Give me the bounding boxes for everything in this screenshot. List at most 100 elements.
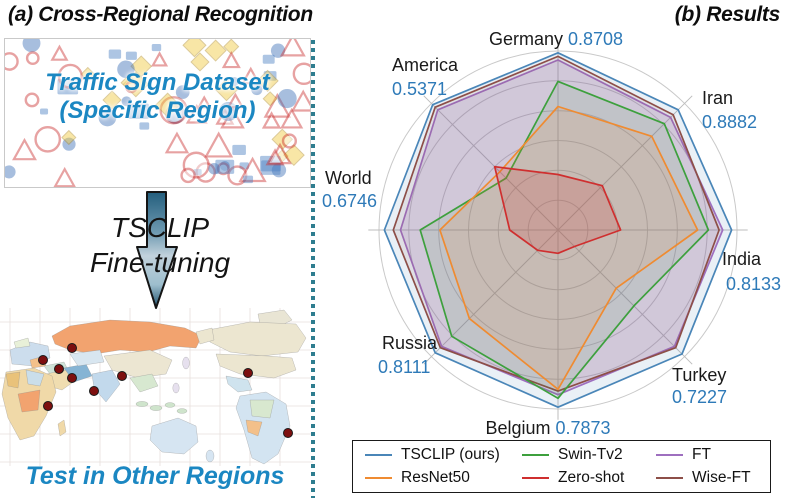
traffic-sign-glyph [62,137,76,151]
traffic-sign-glyph [5,52,19,71]
dataset-caption-line2: (Specific Region) [59,97,256,125]
traffic-sign-glyph [256,69,279,92]
traffic-sign-glyph [102,90,122,110]
arrow-label-line1: TSCLIP [110,212,210,243]
traffic-sign-glyph [193,168,202,176]
arrow-label: TSCLIP Fine-tuning [40,210,280,280]
traffic-sign-glyph [125,80,138,94]
traffic-sign-glyph [24,92,40,108]
traffic-sign-glyph [22,39,41,53]
traffic-sign-collage: Traffic Sign Dataset (Specific Region) [4,38,311,188]
radar-series-tsclip-ours- [383,51,733,409]
traffic-sign-glyph [219,160,230,171]
traffic-sign-glyph [196,95,212,109]
axis-label-germany: Germany 0.8708 [489,29,623,49]
traffic-sign-glyph [121,96,132,107]
traffic-sign-glyph [260,155,281,172]
legend-item-zero-shot: Zero-shot [522,469,656,487]
traffic-sign-glyph [218,102,238,121]
traffic-sign-glyph [120,74,138,92]
traffic-sign-glyph [34,125,62,153]
traffic-sign-glyph [25,51,40,66]
traffic-sign-glyph [195,162,216,183]
axis-value-world: 0.6746 [322,191,377,211]
legend-label: ResNet50 [401,468,470,486]
axis-label-world: World [325,168,372,188]
traffic-sign-glyph [117,60,135,78]
dataset-caption: Traffic Sign Dataset (Specific Region) [5,69,310,126]
legend-label: Swin-Tv2 [558,446,623,464]
traffic-sign-glyph [262,91,278,107]
traffic-sign-glyph [270,43,286,58]
panel-a-title: (a) Cross-Regional Recognition [8,3,313,26]
traffic-sign-glyph [12,137,37,161]
traffic-sign-glyph [155,92,181,118]
axis-value-turkey: 0.7227 [672,387,727,407]
traffic-sign-glyph [128,103,149,119]
fine-tuning-arrow [120,185,240,315]
traffic-sign-glyph [268,142,292,165]
traffic-sign-glyph [279,39,306,57]
radar-axis-spoke [557,95,693,231]
traffic-sign-collage-art [5,39,310,187]
traffic-sign-glyph [164,131,190,154]
panel-divider [311,40,315,498]
map-continents [1,309,307,465]
traffic-sign-glyph [165,103,186,124]
panel-b-title: (b) Results [674,3,781,26]
traffic-sign-glyph [227,165,248,186]
radar-axis-spoke [423,229,559,365]
traffic-sign-glyph [108,49,122,59]
traffic-sign-glyph [50,44,69,61]
radar-series-wise-ft [392,55,720,392]
traffic-sign-glyph [80,66,96,82]
radar-series-swin-tv2 [419,80,710,400]
traffic-sign-glyph [251,83,263,96]
traffic-sign-glyph [239,162,249,170]
chart-legend: TSCLIP (ours) ResNet50 Swin-Tv2 Zero-sho… [352,440,771,493]
traffic-sign-glyph [180,167,196,184]
traffic-sign-glyph [53,166,76,187]
traffic-sign-glyph [261,111,282,129]
traffic-sign-glyph [204,39,227,62]
legend-item-wise-ft: Wise-FT [656,469,760,487]
legend-line-swatch [522,454,549,457]
traffic-sign-glyph [190,52,210,72]
axis-value-iran: 0.8882 [702,112,757,132]
traffic-sign-glyph [221,51,241,69]
axis-label-turkey: Turkey [672,365,726,385]
radar-series-zero-shot [493,165,622,255]
down-arrow-icon [136,191,178,309]
legend-line-swatch [365,454,392,457]
world-map [0,308,313,466]
legend-line-swatch [656,454,683,457]
traffic-sign-glyph [275,149,289,163]
traffic-sign-glyph [204,131,234,158]
map-test-region-dots [38,343,293,438]
traffic-sign-glyph [220,106,245,129]
legend-label: FT [692,446,711,464]
traffic-sign-glyph [262,54,275,64]
traffic-sign-glyph [61,129,77,146]
radar-series-resnet50 [439,105,699,391]
traffic-sign-glyph [216,162,230,176]
axis-label-belgium: Belgium 0.7873 [485,418,610,438]
axis-value-america: 0.5371 [392,79,447,99]
traffic-sign-glyph [57,63,83,89]
traffic-sign-glyph [263,71,277,81]
legend-item-ft: FT [656,446,760,464]
traffic-sign-glyph [122,71,149,98]
traffic-sign-glyph [277,88,297,109]
traffic-sign-glyph [40,108,49,115]
legend-label: TSCLIP (ours) [401,446,500,464]
traffic-sign-glyph [125,51,137,60]
radar-axis-spoke [423,95,559,231]
legend-item-swin-tv2: Swin-Tv2 [522,446,656,464]
traffic-sign-glyph [290,89,310,112]
traffic-sign-glyph [223,39,240,55]
traffic-sign-glyph [226,92,245,109]
arrow-label-line2: Fine-tuning [89,247,231,278]
traffic-sign-glyph [185,103,208,124]
traffic-sign-glyph [281,133,298,149]
